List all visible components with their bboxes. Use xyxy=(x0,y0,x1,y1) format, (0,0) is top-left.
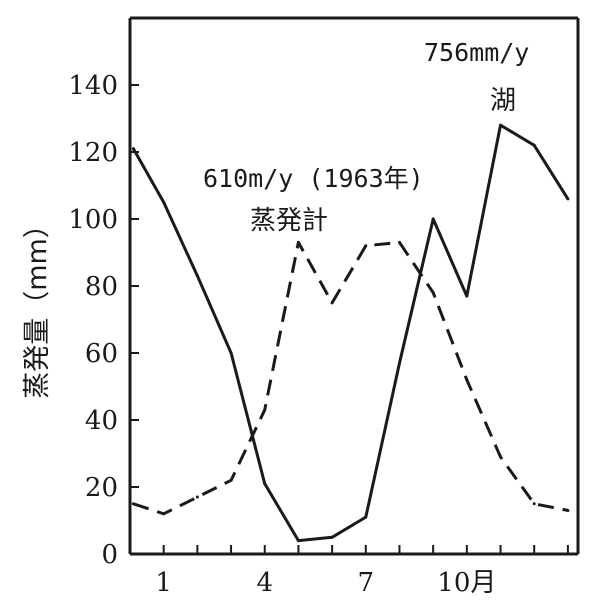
y-ticks: 0 20 40 60 80 100 120 140 xyxy=(68,71,139,570)
data-point xyxy=(397,361,401,365)
series-line-evaporation-pan xyxy=(132,240,569,516)
data-point xyxy=(162,200,166,204)
data-point xyxy=(263,482,267,486)
y-tick-label: 60 xyxy=(85,339,118,369)
data-point xyxy=(431,217,435,221)
data-point xyxy=(296,240,300,244)
y-tick-label: 140 xyxy=(68,71,118,101)
series-layer xyxy=(131,123,570,543)
series-label-lake: 湖 xyxy=(490,86,516,116)
data-point xyxy=(465,294,469,298)
series-annotation-pan-total: 610m/y (1963年) xyxy=(203,164,424,193)
x-tick-label: 1 xyxy=(155,568,172,598)
data-point xyxy=(195,274,199,278)
data-point xyxy=(131,147,135,151)
data-point xyxy=(499,455,503,459)
series-annotation-lake-total: 756mm/y xyxy=(424,38,529,67)
data-point xyxy=(499,123,503,127)
y-tick-label: 100 xyxy=(68,205,118,235)
x-tick-label: 4 xyxy=(256,568,273,598)
data-point xyxy=(532,502,536,506)
data-point xyxy=(263,408,267,412)
y-tick-label: 120 xyxy=(68,138,118,168)
data-point xyxy=(364,515,368,519)
data-point xyxy=(397,240,401,244)
x-ticks: 1 4 7 10月 xyxy=(155,545,569,598)
data-point xyxy=(532,143,536,147)
data-point xyxy=(229,351,233,355)
data-point xyxy=(465,378,469,382)
data-point xyxy=(229,478,233,482)
y-tick-label: 80 xyxy=(85,272,118,302)
data-point xyxy=(330,301,334,305)
y-tick-label: 40 xyxy=(85,406,118,436)
data-point xyxy=(566,197,570,201)
series-label-pan: 蒸発計 xyxy=(250,206,328,236)
series-line-lake xyxy=(132,123,570,543)
data-point xyxy=(195,495,199,499)
y-tick-label: 20 xyxy=(85,473,118,503)
y-tick-label: 0 xyxy=(101,540,118,570)
data-point xyxy=(131,502,135,506)
data-point xyxy=(162,512,166,516)
y-axis-label: 蒸発量（mm） xyxy=(22,211,53,399)
annotations: 756mm/y 湖 610m/y (1963年) 蒸発計 xyxy=(203,38,529,236)
data-point xyxy=(364,244,368,248)
data-point xyxy=(296,539,300,543)
x-tick-label: 7 xyxy=(358,568,375,598)
x-tick-label: 10月 xyxy=(437,568,496,598)
data-point xyxy=(330,535,334,539)
data-point xyxy=(431,291,435,295)
data-point xyxy=(566,508,570,512)
